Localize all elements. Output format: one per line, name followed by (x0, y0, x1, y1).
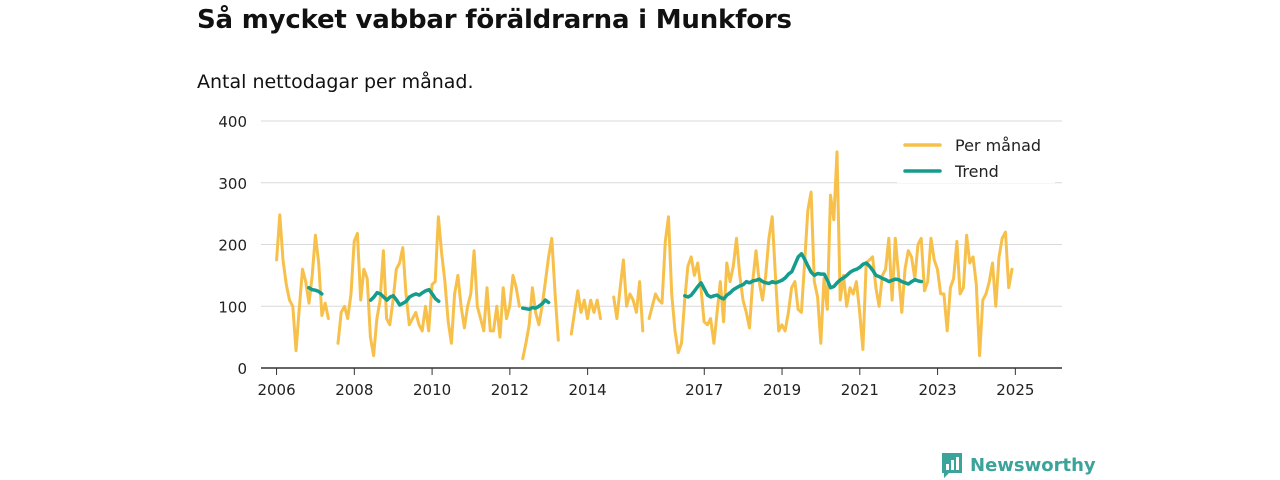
series-per-manad (275, 150, 1014, 361)
series-trend (307, 252, 924, 312)
x-tick-label: 2021 (841, 381, 879, 399)
series-per-manad-segment-0 (275, 213, 330, 353)
series-per-manad-segment-4 (612, 258, 645, 333)
x-tick-label: 2008 (335, 381, 373, 399)
series-per-manad-segment-3 (569, 289, 602, 336)
x-tick-label: 2012 (491, 381, 529, 399)
y-axis-ticks: 0 100 200 300 400 (218, 113, 247, 378)
series-per-manad-segment-1 (336, 215, 521, 358)
chart-title: Så mycket vabbar föräldrarna i Munkfors (197, 5, 792, 35)
x-axis: 2006 2008 2010 2012 2014 2017 2019 2021 2023 2025 (257, 367, 1062, 399)
x-tick-label: 2014 (569, 381, 607, 399)
legend: Per månad Trend (897, 131, 1055, 183)
x-tick-label: 2025 (996, 381, 1034, 399)
legend-label-per-manad: Per månad (955, 136, 1041, 155)
series-trend-segment-1 (368, 287, 441, 307)
x-tick-label: 2023 (918, 381, 956, 399)
series-per-manad-segment-5 (647, 150, 1014, 358)
y-tick-label: 100 (218, 298, 247, 316)
newsworthy-logo-icon (942, 453, 962, 478)
x-tick-label: 2019 (763, 381, 801, 399)
x-tick-label: 2006 (257, 381, 295, 399)
series-per-manad-segment-2 (521, 236, 560, 361)
brand-logo: Newsworthy (940, 451, 1096, 479)
brand-name: Newsworthy (970, 454, 1096, 476)
y-tick-label: 400 (218, 113, 247, 131)
y-tick-label: 300 (218, 175, 247, 193)
y-tick-label: 0 (237, 360, 247, 378)
series-trend-segment-3 (683, 252, 924, 301)
chart-subtitle: Antal nettodagar per månad. (197, 71, 474, 93)
series-trend-segment-0 (307, 285, 324, 296)
legend-label-trend: Trend (954, 162, 999, 181)
legend-background (897, 131, 1055, 183)
series-lines (275, 150, 1014, 361)
series-trend-segment-2 (520, 298, 551, 312)
x-tick-label: 2017 (685, 381, 723, 399)
x-tick-label: 2010 (413, 381, 451, 399)
gridlines (261, 120, 1062, 307)
y-tick-label: 200 (218, 237, 247, 255)
